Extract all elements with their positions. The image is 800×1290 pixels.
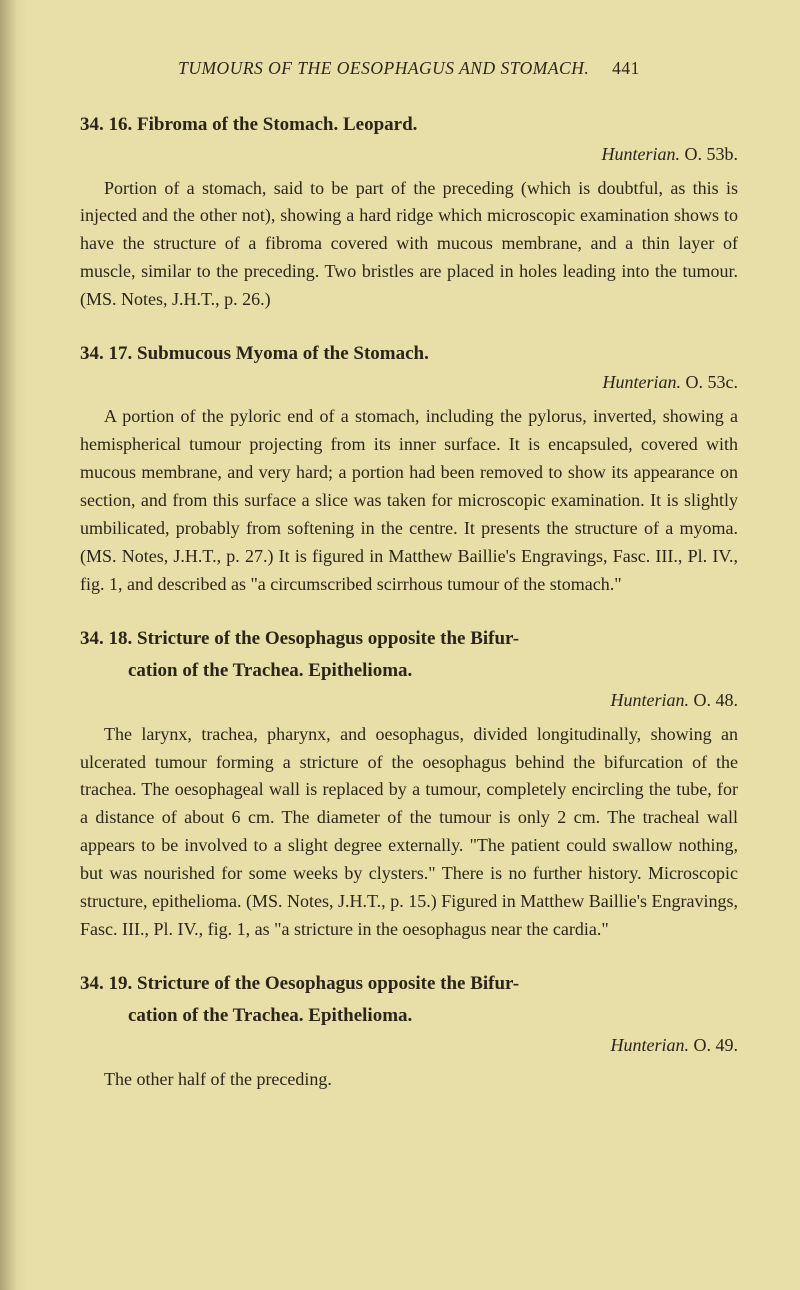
entry-title-line1: Stricture of the Oesophagus opposite the… xyxy=(137,628,519,649)
entry-number: 34. 16. xyxy=(80,114,132,135)
catalog-entry: 34. 17. Submucous Myoma of the Stomach. … xyxy=(80,340,738,599)
entry-number: 34. 19. xyxy=(80,973,132,994)
running-head: TUMOURS OF THE OESOPHAGUS AND STOMACH. 4… xyxy=(80,58,738,79)
entry-heading: 34. 18. Stricture of the Oesophagus oppo… xyxy=(80,625,738,654)
entry-paragraph: A portion of the pyloric end of a stomac… xyxy=(80,403,738,598)
entry-title: Fibroma of the Stomach. Leopard. xyxy=(137,114,417,135)
catalog-entry: 34. 16. Fibroma of the Stomach. Leopard.… xyxy=(80,111,738,314)
hunterian-ref-code: O. 49. xyxy=(694,1035,739,1055)
entry-number: 34. 18. xyxy=(80,628,132,649)
hunterian-ref-code: O. 53b. xyxy=(685,144,739,164)
entry-title-line2: cation of the Trachea. Epithelioma. xyxy=(128,657,738,686)
hunterian-label: Hunterian. xyxy=(611,1035,690,1055)
hunterian-ref-code: O. 53c. xyxy=(686,372,739,392)
entry-number: 34. 17. xyxy=(80,343,132,364)
entry-title-line2: cation of the Trachea. Epithelioma. xyxy=(128,1002,738,1031)
hunterian-reference: Hunterian. O. 53b. xyxy=(80,144,738,165)
hunterian-label: Hunterian. xyxy=(603,372,682,392)
page-number: 441 xyxy=(612,58,640,79)
catalog-entry: 34. 18. Stricture of the Oesophagus oppo… xyxy=(80,625,738,944)
entry-title-line1: Stricture of the Oesophagus opposite the… xyxy=(137,973,519,994)
entry-paragraph: Portion of a stomach, said to be part of… xyxy=(80,175,738,314)
hunterian-label: Hunterian. xyxy=(602,144,681,164)
entry-heading: 34. 16. Fibroma of the Stomach. Leopard. xyxy=(80,111,738,140)
hunterian-reference: Hunterian. O. 53c. xyxy=(80,372,738,393)
entry-heading: 34. 17. Submucous Myoma of the Stomach. xyxy=(80,340,738,369)
hunterian-reference: Hunterian. O. 49. xyxy=(80,1035,738,1056)
hunterian-reference: Hunterian. O. 48. xyxy=(80,690,738,711)
hunterian-label: Hunterian. xyxy=(611,690,690,710)
entry-paragraph: The larynx, trachea, pharynx, and oesoph… xyxy=(80,721,738,944)
entry-title: Submucous Myoma of the Stomach. xyxy=(137,343,429,364)
hunterian-ref-code: O. 48. xyxy=(694,690,739,710)
page-binding-shadow xyxy=(0,0,28,1290)
running-head-title: TUMOURS OF THE OESOPHAGUS AND STOMACH. xyxy=(178,58,589,78)
entry-paragraph: The other half of the preceding. xyxy=(80,1066,738,1094)
entry-heading: 34. 19. Stricture of the Oesophagus oppo… xyxy=(80,970,738,999)
catalog-entry: 34. 19. Stricture of the Oesophagus oppo… xyxy=(80,970,738,1094)
